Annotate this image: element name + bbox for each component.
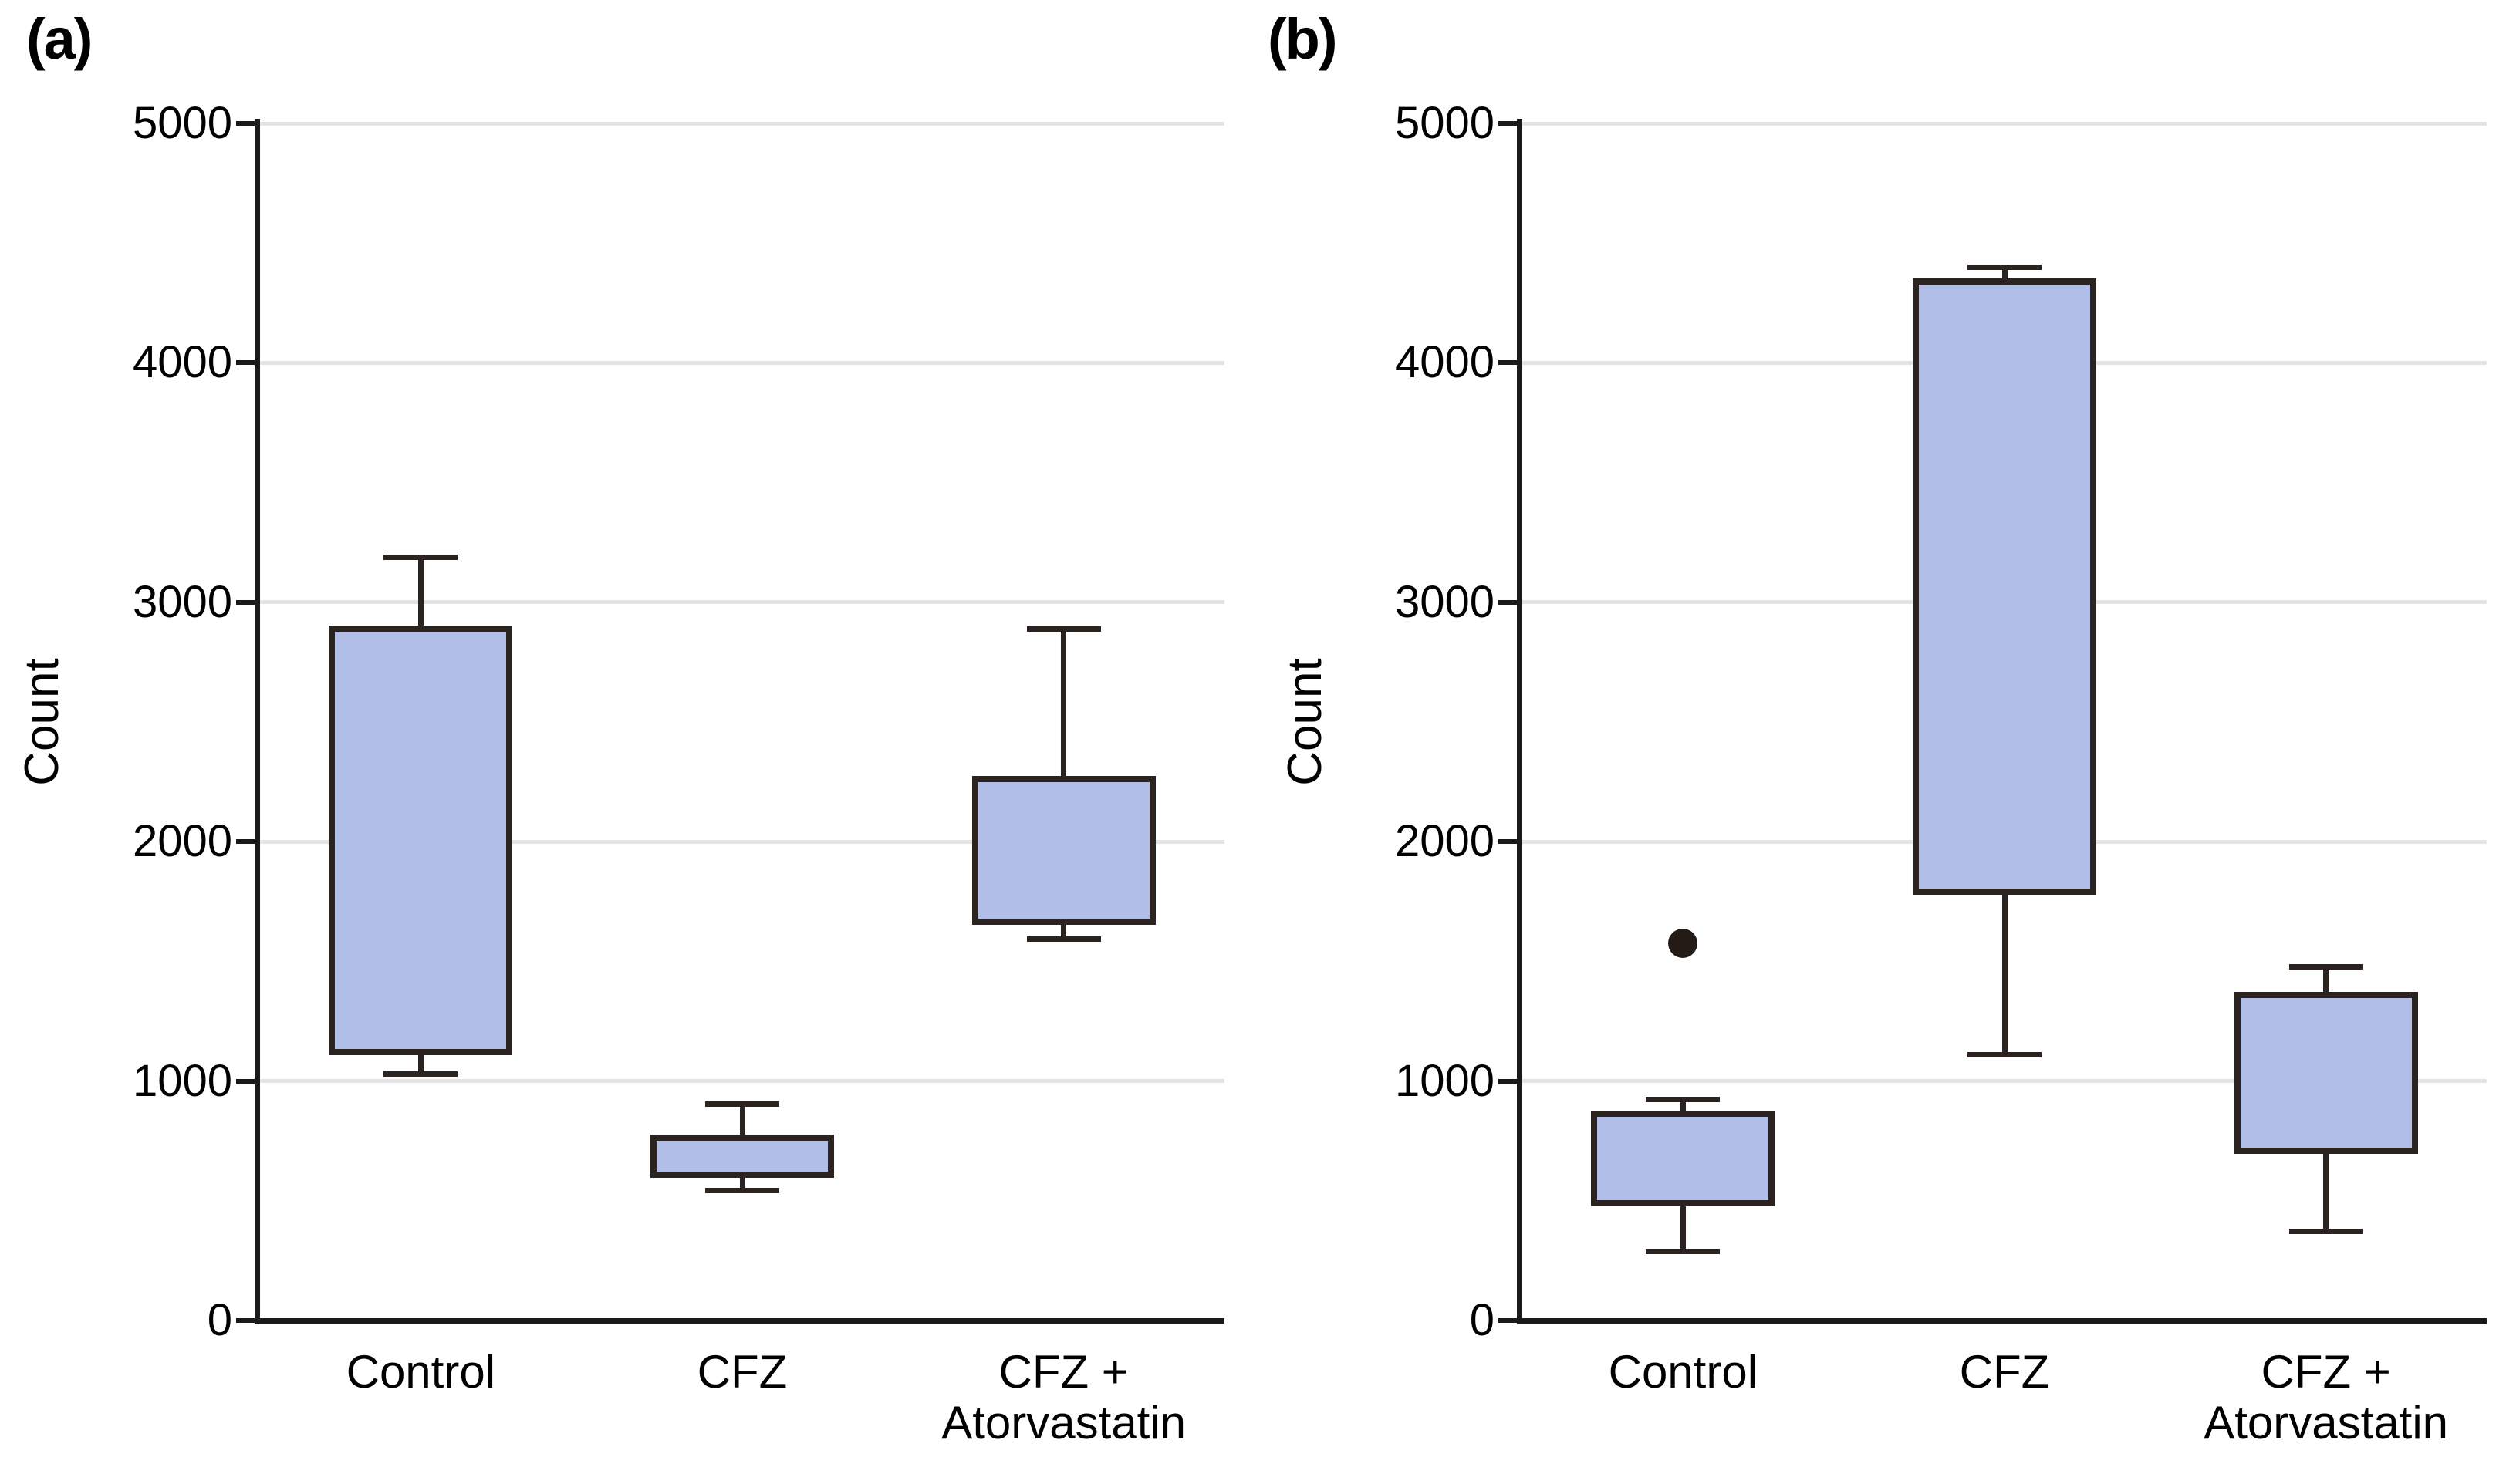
y-tick xyxy=(1498,121,1517,126)
y-tick-label: 4000 xyxy=(1394,337,1494,388)
box-plot-box xyxy=(2234,991,2418,1154)
whisker-lower-line xyxy=(2323,1150,2329,1231)
whisker-lower-line xyxy=(1680,1202,1686,1251)
y-tick-label: 3000 xyxy=(1394,576,1494,627)
y-tick xyxy=(236,1318,255,1323)
whisker-upper-line xyxy=(1680,1098,1686,1114)
y-tick xyxy=(236,360,255,366)
panel-a-letter: (a) xyxy=(26,7,93,71)
gridline xyxy=(260,121,1224,126)
x-category-label-line: Control xyxy=(346,1346,496,1398)
y-tick-label: 2000 xyxy=(132,816,232,867)
y-axis-line xyxy=(1517,119,1522,1324)
y-tick-label: 0 xyxy=(207,1295,232,1345)
x-category-label: Control xyxy=(174,1347,667,1398)
x-category-label: CFZ + Atorvastatin xyxy=(2079,1347,2506,1449)
panel-b-letter: (b) xyxy=(1268,7,1337,71)
whisker-upper-line xyxy=(739,1104,745,1138)
x-axis-line xyxy=(1517,1318,2487,1324)
whisker-upper-cap xyxy=(383,554,458,560)
y-tick xyxy=(1498,1078,1517,1084)
whisker-lower-cap xyxy=(1646,1248,1721,1254)
gridline xyxy=(260,1079,1224,1084)
whisker-lower-cap xyxy=(705,1187,779,1193)
gridline xyxy=(260,360,1224,365)
gridline xyxy=(260,839,1224,844)
box-plot-box xyxy=(1591,1110,1775,1206)
whisker-lower-line xyxy=(417,1052,424,1074)
box-plot-box xyxy=(971,776,1156,926)
x-category-label-line: Atorvastatin xyxy=(941,1397,1187,1449)
x-category-label-line: CFZ + xyxy=(2261,1346,2391,1398)
whisker-upper-cap xyxy=(1646,1096,1721,1102)
y-tick xyxy=(1498,839,1517,845)
outlier-dot xyxy=(1668,929,1698,959)
whisker-lower-cap xyxy=(2288,1228,2363,1234)
y-tick-label: 2000 xyxy=(1394,816,1494,867)
y-tick xyxy=(236,839,255,845)
y-tick xyxy=(1498,1318,1517,1323)
y-tick xyxy=(236,599,255,605)
whisker-lower-line xyxy=(2001,892,2008,1055)
whisker-upper-cap xyxy=(1026,626,1101,632)
whisker-upper-line xyxy=(2001,267,2008,282)
gridline xyxy=(1522,1079,2487,1084)
gridline xyxy=(260,600,1224,605)
x-category-label-line: Atorvastatin xyxy=(2204,1397,2449,1449)
y-tick xyxy=(1498,599,1517,605)
y-tick-label: 1000 xyxy=(132,1055,232,1106)
x-category-label: Control xyxy=(1436,1347,1930,1398)
y-tick-label: 0 xyxy=(1469,1295,1494,1345)
x-category-label-line: Control xyxy=(1608,1346,1758,1398)
whisker-lower-cap xyxy=(1026,936,1101,942)
gridline xyxy=(1522,121,2487,126)
y-tick xyxy=(1498,360,1517,366)
whisker-upper-line xyxy=(417,556,424,629)
x-axis-line xyxy=(255,1318,1224,1324)
y-tick-label: 5000 xyxy=(132,98,232,148)
x-category-label: CFZ + Atorvastatin xyxy=(817,1347,1311,1449)
whisker-upper-cap xyxy=(2288,963,2363,970)
whisker-lower-line xyxy=(739,1174,745,1190)
y-tick-label: 4000 xyxy=(132,337,232,388)
x-category-label-line: CFZ xyxy=(697,1346,788,1398)
y-tick xyxy=(236,121,255,126)
y-tick-label: 3000 xyxy=(132,576,232,627)
y-tick xyxy=(236,1078,255,1084)
whisker-upper-line xyxy=(2323,966,2329,995)
x-category-label-line: CFZ xyxy=(1959,1346,2050,1398)
x-category-label: CFZ xyxy=(495,1347,989,1398)
whisker-upper-line xyxy=(1061,628,1067,780)
y-axis-line xyxy=(255,119,260,1324)
whisker-upper-cap xyxy=(705,1101,779,1108)
whisker-upper-cap xyxy=(1967,265,2042,271)
x-category-label: CFZ xyxy=(1758,1347,2251,1398)
box-plot-box xyxy=(1913,278,2096,895)
box-plot-box xyxy=(650,1134,834,1178)
x-category-label-line: CFZ + xyxy=(998,1346,1129,1398)
box-plot-box xyxy=(329,625,513,1056)
whisker-lower-cap xyxy=(1967,1052,2042,1058)
y-tick-label: 1000 xyxy=(1394,1055,1494,1106)
y-tick-label: 5000 xyxy=(1394,98,1494,148)
whisker-lower-line xyxy=(1061,922,1067,939)
whisker-lower-cap xyxy=(383,1071,458,1078)
